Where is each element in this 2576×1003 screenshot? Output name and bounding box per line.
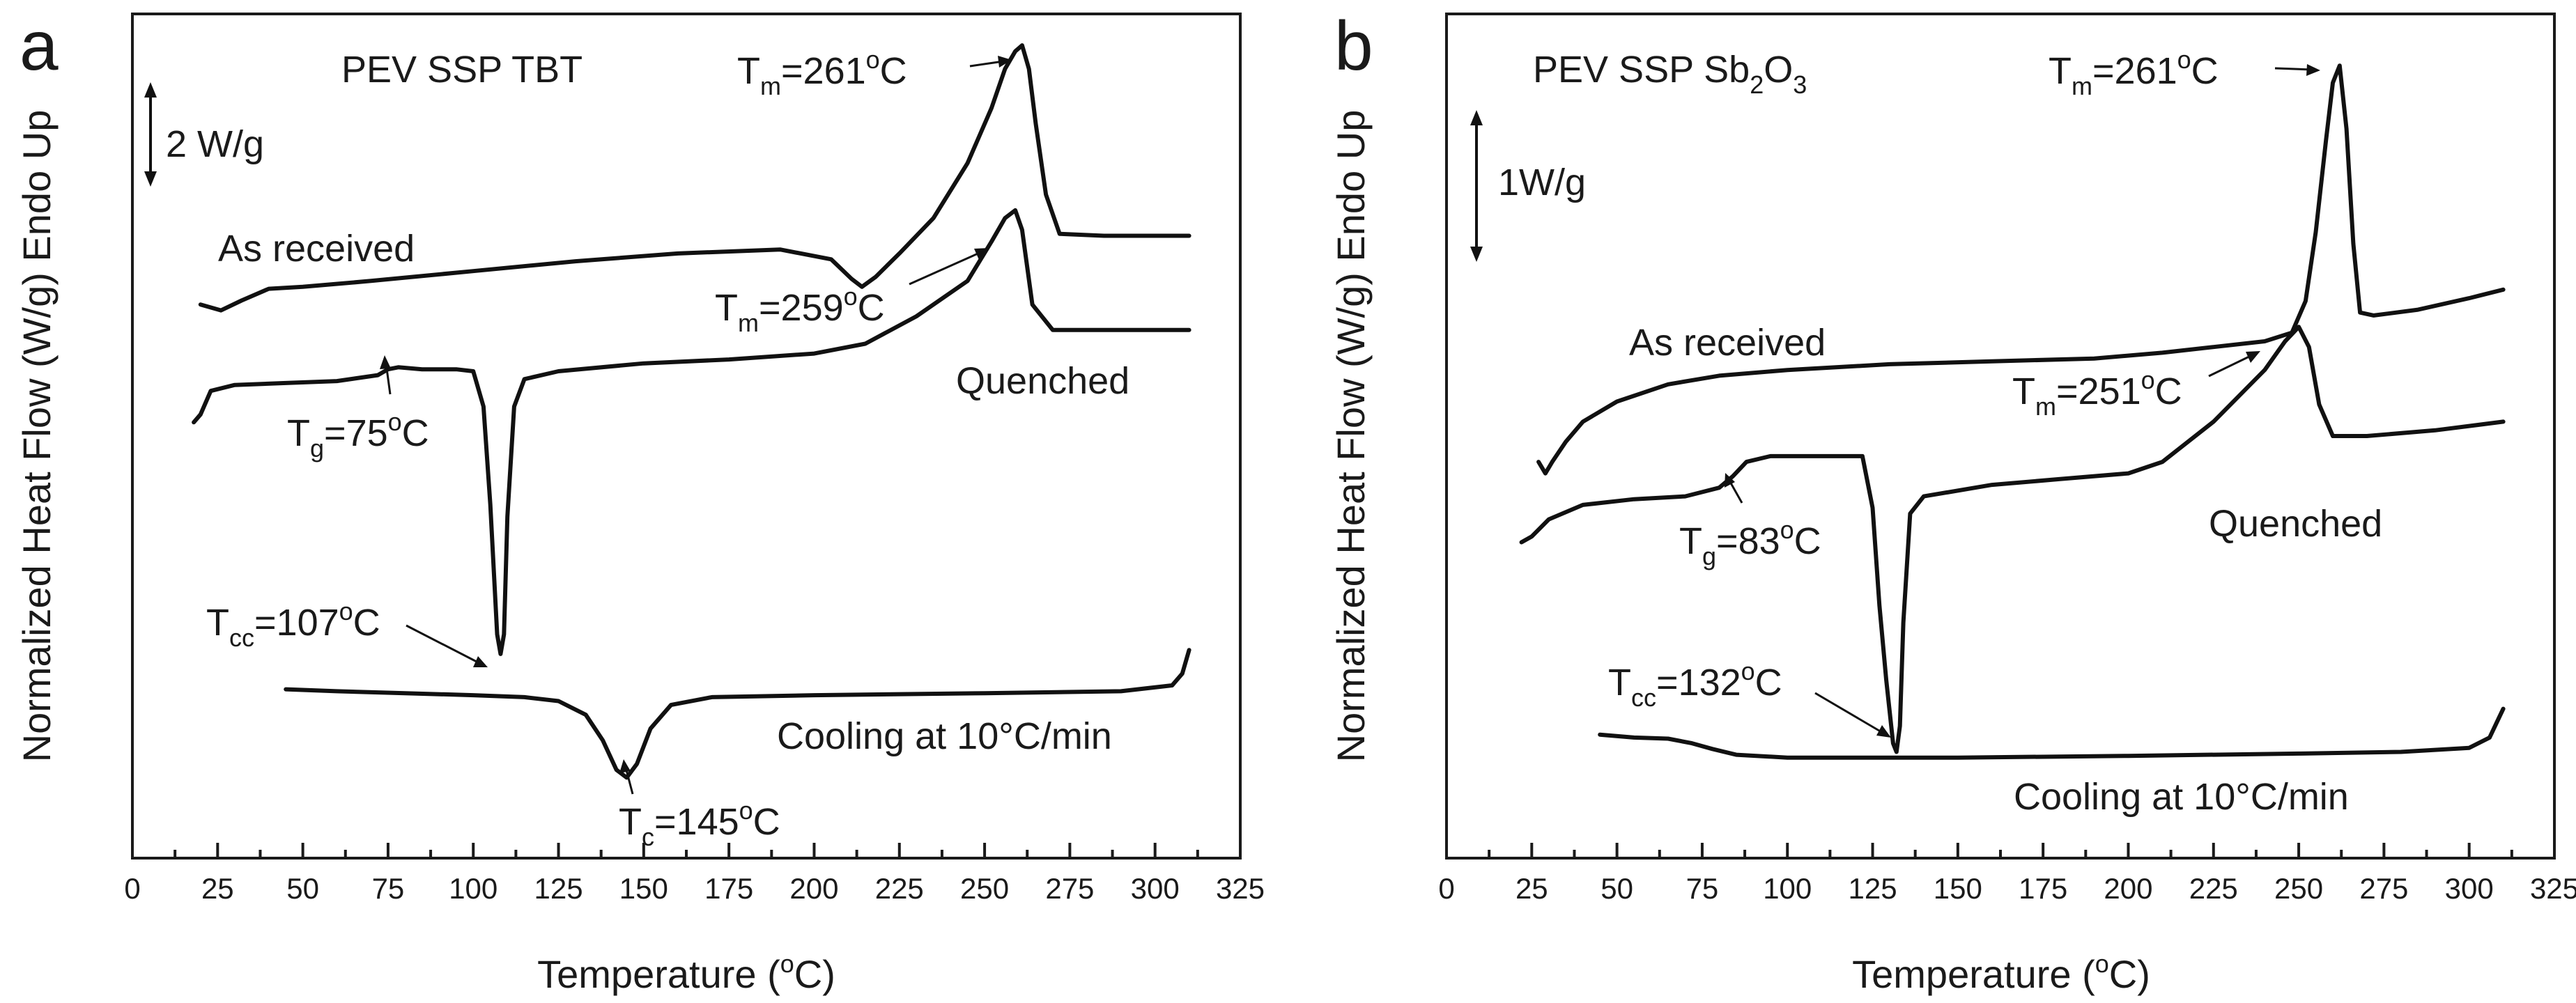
x-tick-label-a: 100 [449, 872, 498, 905]
annotation-tcc-107-a: Tcc=107oC [206, 597, 488, 667]
scale-bar-label-b: 1W/g [1498, 162, 1586, 203]
tm-label-b2: Tm=251oC [2012, 366, 2182, 421]
x-ticks-a: 0 25 50 75 100 125 150 175 200 225 250 275 300 325 [124, 843, 1265, 905]
x-tick-label-b: 325 [2530, 872, 2576, 905]
scale-bar-b: 1W/g [1470, 110, 1586, 262]
x-tick-label-b: 225 [2189, 872, 2238, 905]
x-tick-label-a: 50 [286, 872, 319, 905]
panel-letter-b: b [1334, 7, 1373, 85]
x-tick-label-a: 225 [875, 872, 924, 905]
x-tick-label-a: 250 [960, 872, 1009, 905]
panel-letter-a: a [20, 7, 59, 85]
x-tick-label-a: 150 [619, 872, 668, 905]
x-tick-label-b: 175 [2019, 872, 2067, 905]
series-line-cooling-at-10-c-min-b [1598, 706, 2506, 760]
x-tick-label-a: 300 [1131, 872, 1180, 905]
tm-label-a2: Tm=259oC [715, 282, 885, 337]
label-as-received-a: As received [218, 228, 415, 270]
curves-b [1519, 63, 2506, 760]
x-tick-label-a: 25 [201, 872, 234, 905]
annotation-tc-145-a: Tc=145oC [619, 759, 780, 851]
tg-label-b: Tg=83oC [1679, 515, 1821, 570]
tm-label-a1: Tm=261oC [737, 45, 907, 100]
chart-title-a: PEV SSP TBT [341, 49, 583, 91]
series-line-cooling-at-10-c-min-a [284, 648, 1191, 780]
x-tick-label-a: 125 [534, 872, 583, 905]
annotation-tg-75-a: Tg=75oC [287, 355, 429, 462]
series-line-quenched-a [192, 208, 1191, 656]
series-line-as-received-a [198, 43, 1191, 313]
x-tick-label-b: 300 [2445, 872, 2494, 905]
x-tick-label-b: 275 [2359, 872, 2408, 905]
x-tick-label-b: 250 [2274, 872, 2323, 905]
x-tick-label-b: 200 [2104, 872, 2152, 905]
label-quenched-a: Quenched [956, 360, 1129, 402]
x-tick-label-a: 275 [1045, 872, 1094, 905]
tg-label-a: Tg=75oC [287, 407, 429, 462]
x-tick-label-a: 75 [372, 872, 405, 905]
annotation-tm-259-a: Tm=259oC [715, 248, 989, 337]
x-tick-label-a: 325 [1216, 872, 1265, 905]
y-axis-label-b: Normalized Heat Flow (W/g) Endo Up [1329, 110, 1373, 763]
label-cooling-a: Cooling at 10°C/min [777, 715, 1112, 757]
panel-a: a 0 25 50 75 100 125 150 175 200 225 250 275 300 325 … [15, 7, 1265, 996]
label-cooling-b: Cooling at 10°C/min [2014, 776, 2349, 818]
annotation-tm-261-a: Tm=261oC [737, 45, 1012, 100]
chart-title-b: PEV SSP Sb2O3 [1533, 49, 1807, 99]
x-tick-label-b: 100 [1763, 872, 1812, 905]
annotation-tcc-132-b: Tcc=132oC [1608, 657, 1891, 738]
x-tick-label-b: 50 [1601, 872, 1633, 905]
x-tick-label-b: 75 [1686, 872, 1719, 905]
series-line-as-received-b [1536, 63, 2506, 476]
tcc-label-b: Tcc=132oC [1608, 657, 1782, 712]
tc-label-a: Tc=145oC [619, 796, 780, 851]
y-axis-label-a: Normalized Heat Flow (W/g) Endo Up [15, 110, 59, 763]
series-line-quenched-b [1519, 325, 2506, 754]
x-tick-label-a: 0 [124, 872, 140, 905]
curves-a [192, 43, 1191, 780]
x-tick-label-b: 0 [1438, 872, 1454, 905]
annotation-tg-83-b: Tg=83oC [1679, 473, 1821, 570]
x-axis-label-b: Temperature (oC) [1852, 949, 2150, 996]
label-quenched-b: Quenched [2209, 503, 2382, 545]
scale-bar-label-a: 2 W/g [166, 123, 264, 165]
x-ticks-b: 0 25 50 75 100 125 150 175 200 225 250 275 300 325 [1438, 843, 2576, 905]
x-tick-label-b: 25 [1515, 872, 1548, 905]
panel-b: b 0 25 50 75 100 125 150 175 200 225 250 275 300 325 … [1329, 7, 2576, 996]
scale-bar-a: 2 W/g [144, 82, 264, 187]
tcc-label-a: Tcc=107oC [206, 597, 380, 652]
tm-label-b1: Tm=261oC [2049, 45, 2219, 100]
annotation-tm-261-b: Tm=261oC [2049, 45, 2320, 100]
label-as-received-b: As received [1629, 322, 1826, 364]
annotation-tm-251-b: Tm=251oC [2012, 351, 2260, 421]
x-tick-label-b: 125 [1848, 872, 1897, 905]
x-tick-label-a: 175 [704, 872, 753, 905]
x-tick-label-a: 200 [789, 872, 838, 905]
x-tick-label-b: 150 [1934, 872, 1982, 905]
x-axis-label-a: Temperature (oC) [537, 949, 835, 996]
